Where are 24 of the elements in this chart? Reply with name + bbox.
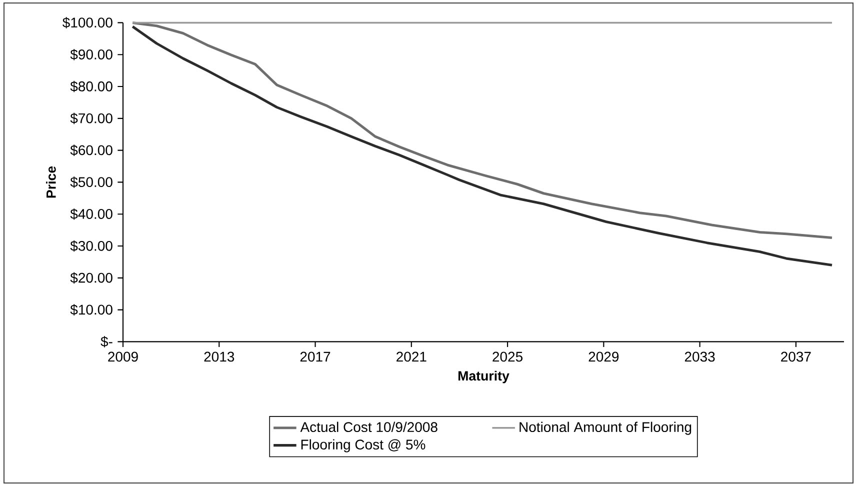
y-tick-label: $90.00 (70, 48, 112, 60)
y-tick-label: $10.00 (70, 304, 112, 316)
x-tick-label: 2009 (108, 352, 138, 362)
y-tick-label: $20.00 (70, 272, 112, 284)
x-tick-label: 2037 (781, 352, 811, 362)
x-tick-label: 2021 (396, 352, 426, 362)
y-tick-label: $70.00 (70, 112, 112, 124)
x-tick-label: 2017 (300, 352, 330, 362)
x-tick-label: 2025 (492, 352, 523, 362)
y-tick-label: $50.00 (70, 176, 112, 188)
legend-label: Flooring Cost @ 5% (301, 439, 426, 452)
legend-label: Actual Cost 10/9/2008 (300, 422, 438, 432)
x-axis-title: Maturity (458, 370, 510, 384)
x-tick-label: 2033 (684, 352, 715, 362)
y-tick-label: $30.00 (70, 240, 112, 252)
y-tick-label: $- (100, 336, 112, 348)
legend-label: Notional Amount of Flooring (520, 422, 692, 435)
x-tick-label: 2029 (588, 352, 619, 362)
y-axis-title: Price (46, 166, 56, 198)
y-tick-label: $60.00 (70, 144, 112, 156)
y-tick-label: $40.00 (70, 208, 112, 220)
y-tick-label: $80.00 (70, 80, 112, 92)
y-tick-label: $100.00 (62, 17, 112, 28)
x-tick-label: 2013 (204, 352, 234, 362)
